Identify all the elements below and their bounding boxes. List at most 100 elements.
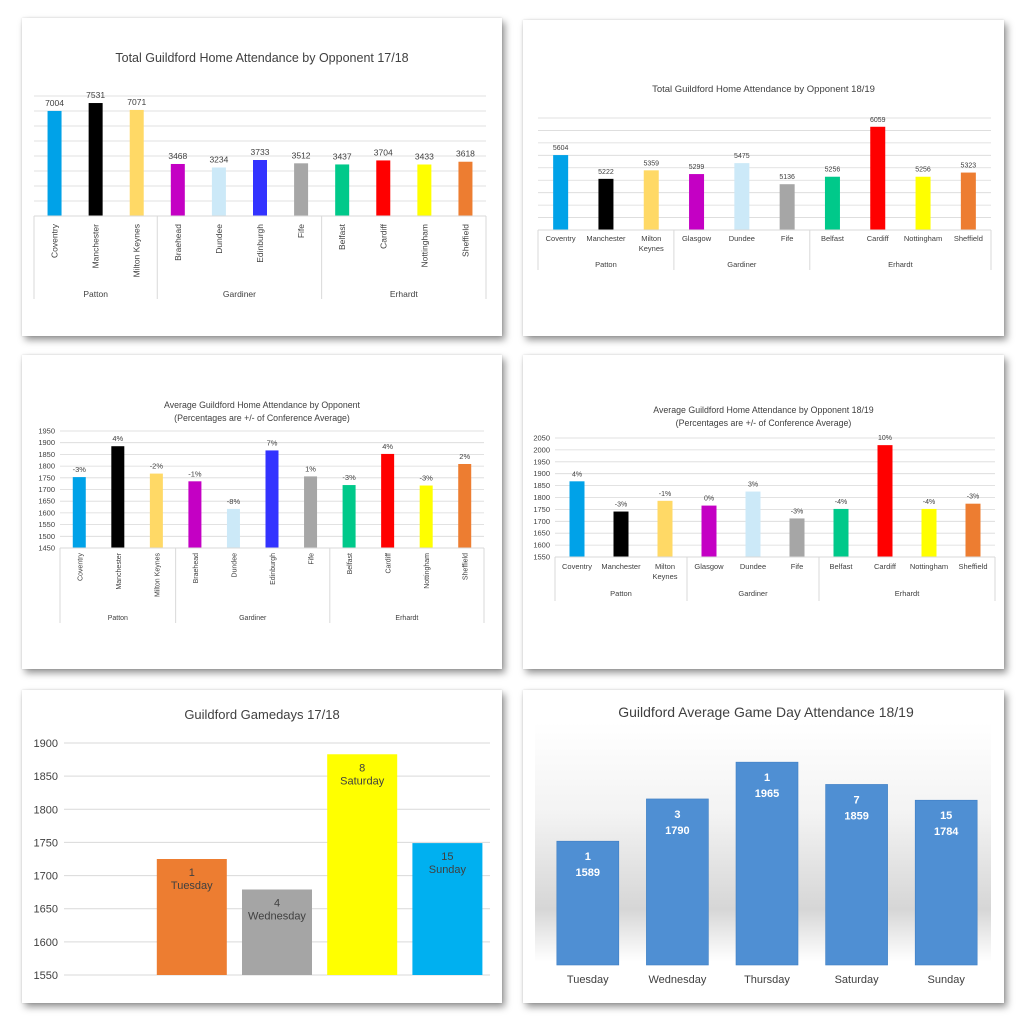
category-label: Dundee (729, 234, 755, 243)
category-label: Keynes (652, 572, 677, 581)
category-label: Sunday (928, 974, 966, 986)
data-label: 6059 (870, 117, 886, 124)
category-label: Fife (296, 224, 306, 238)
y-tick-label: 1650 (34, 904, 58, 916)
y-tick-label: 1900 (38, 438, 55, 447)
bar-label-value: 1859 (844, 810, 868, 822)
category-label: Nottingham (419, 224, 429, 267)
bar-label-value: 1790 (665, 825, 689, 837)
y-tick-label: 1650 (38, 497, 55, 506)
y-tick-label: 1700 (533, 517, 550, 526)
data-label: 3234 (209, 154, 228, 164)
category-label: Belfast (337, 223, 347, 250)
category-label: Coventry (562, 562, 592, 571)
bar-sheffield (458, 162, 472, 216)
y-tick-label: 1550 (38, 520, 55, 529)
data-label: -8% (227, 497, 241, 506)
bar-fife (790, 518, 805, 557)
category-label: Nottingham (424, 553, 431, 589)
data-label: 0% (704, 496, 714, 503)
data-label: 7004 (45, 98, 64, 108)
category-label: Coventry (50, 223, 60, 258)
bar-label-games: 1 (189, 867, 195, 879)
data-label: -1% (659, 491, 671, 498)
category-label: Dundee (231, 553, 238, 578)
data-label: 3437 (333, 151, 352, 161)
bar-braehead (188, 481, 201, 548)
category-label: Keynes (639, 244, 664, 253)
bar-milton-keynes (644, 170, 659, 230)
bar-sheffield (966, 504, 981, 557)
chart-title: Average Guildford Home Attendance by Opp… (164, 400, 360, 410)
chart-panel-gameday-average-1819: Guildford Average Game Day Attendance 18… (523, 690, 1004, 1003)
category-label: Glasgow (694, 562, 724, 571)
data-label: 7% (267, 438, 278, 447)
y-tick-label: 1800 (34, 804, 58, 816)
data-label: 5323 (961, 163, 977, 170)
category-label: Thursday (744, 974, 790, 986)
chart-panel-totals-1718: Total Guildford Home Attendance by Oppon… (22, 18, 502, 336)
data-label: -3% (342, 473, 356, 482)
y-tick-label: 1850 (34, 771, 58, 783)
group-label-erhardt: Erhardt (390, 289, 419, 299)
category-label: Dundee (214, 224, 224, 254)
category-label: Edinburgh (270, 553, 277, 585)
data-label: 4% (112, 434, 123, 443)
bar-label-games: 7 (854, 794, 860, 806)
bar-label-value: 1589 (576, 867, 600, 879)
data-label: -4% (923, 499, 935, 506)
category-label: Sheffield (958, 562, 987, 571)
chart-title: Total Guildford Home Attendance by Oppon… (652, 84, 875, 95)
data-label: 3512 (292, 150, 311, 160)
data-label: 3704 (374, 147, 393, 157)
data-label: 5256 (915, 167, 931, 174)
data-label: 1% (305, 464, 316, 473)
bar-label-day: Tuesday (171, 880, 213, 892)
bar-dundee (212, 167, 226, 216)
category-label: Edinburgh (255, 224, 265, 263)
bar-cardiff (381, 454, 394, 548)
category-label: Tuesday (567, 974, 609, 986)
chart-title: Total Guildford Home Attendance by Oppon… (115, 51, 408, 65)
category-label: Cardiff (874, 562, 897, 571)
group-label-erhardt: Erhardt (888, 260, 914, 269)
category-label: Belfast (347, 553, 354, 574)
category-label: Manchester (91, 224, 101, 269)
data-label: -3% (73, 465, 87, 474)
bar-label-value: 1965 (755, 788, 779, 800)
y-tick-label: 2000 (533, 445, 550, 454)
category-label: Braehead (173, 224, 183, 261)
bar-label-day: Saturday (340, 775, 385, 787)
bar-sheffield (961, 173, 976, 230)
data-label: -3% (967, 494, 979, 501)
chart-panel-average-1718: Average Guildford Home Attendance by Opp… (22, 355, 502, 669)
y-tick-label: 1850 (38, 450, 55, 459)
data-label: 5256 (825, 167, 841, 174)
data-label: 3468 (168, 151, 187, 161)
category-label: Fife (309, 553, 316, 565)
group-label-erhardt: Erhardt (895, 589, 921, 598)
category-label: Sheffield (954, 234, 983, 243)
bar-label-value: 1784 (934, 826, 959, 838)
category-label: Belfast (830, 562, 854, 571)
bar-manchester (598, 179, 613, 230)
bar-label-day: Wednesday (248, 910, 306, 922)
bar-belfast (834, 509, 849, 557)
y-tick-label: 1500 (38, 532, 55, 541)
group-label-gardiner: Gardiner (239, 615, 267, 622)
bar-label-games: 15 (940, 810, 952, 822)
bar-belfast (343, 485, 356, 548)
bar-milton-keynes (130, 110, 144, 216)
bar-edinburgh (253, 160, 267, 216)
category-label: Braehead (193, 553, 200, 583)
bar-wednesday (646, 799, 708, 965)
chart-title: Guildford Average Game Day Attendance 18… (618, 704, 914, 720)
bar-manchester (614, 512, 629, 557)
bar-milton-keynes (150, 474, 163, 548)
bar-manchester (111, 446, 124, 548)
chart-title: Guildford Gamedays 17/18 (184, 707, 339, 722)
bar-label-games: 1 (764, 772, 770, 784)
bar-dundee (227, 509, 240, 548)
category-label: Milton (641, 234, 661, 243)
data-label: 4% (382, 442, 393, 451)
